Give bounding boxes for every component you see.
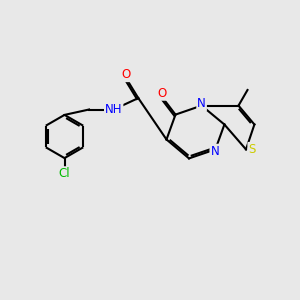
Text: O: O (122, 68, 131, 81)
Text: NH: NH (105, 103, 122, 116)
Text: O: O (158, 87, 167, 100)
Text: N: N (197, 97, 206, 110)
Text: S: S (248, 143, 256, 156)
Text: Cl: Cl (59, 167, 70, 180)
Text: N: N (210, 145, 219, 158)
